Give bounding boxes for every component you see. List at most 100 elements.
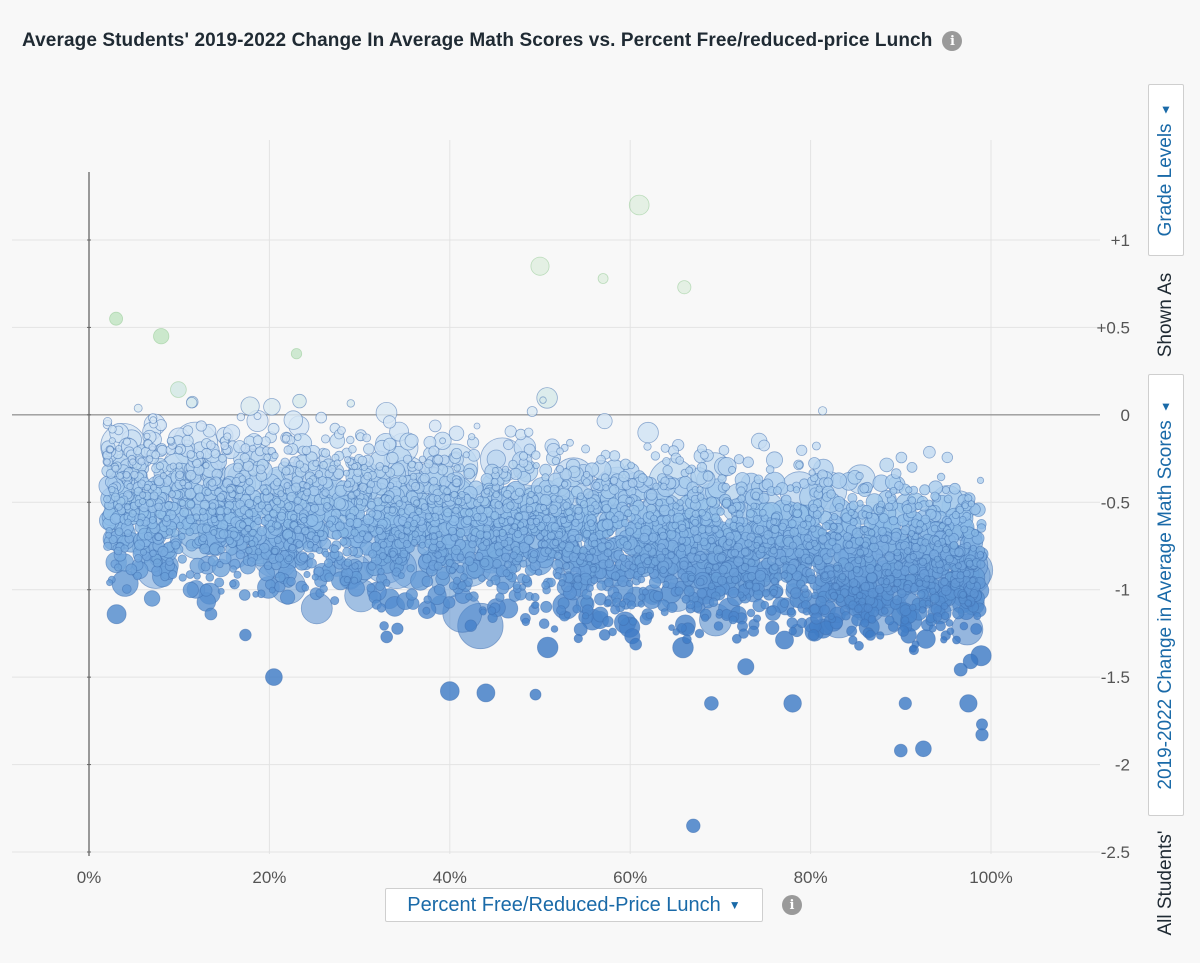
- data-point: [802, 607, 811, 616]
- info-icon[interactable]: i: [942, 31, 963, 51]
- x-axis-selector[interactable]: Percent Free/Reduced-Price Lunch ▼: [385, 888, 763, 922]
- data-point: [317, 529, 325, 538]
- data-point: [130, 470, 139, 479]
- data-point: [254, 517, 263, 525]
- data-point: [746, 509, 755, 518]
- data-point: [523, 535, 534, 545]
- data-point: [959, 694, 978, 713]
- data-point: [363, 443, 375, 455]
- data-point: [863, 603, 873, 613]
- data-point: [314, 470, 323, 479]
- data-point: [199, 534, 208, 543]
- data-point: [921, 538, 930, 547]
- data-point: [860, 618, 870, 628]
- data-point: [103, 495, 112, 504]
- data-point: [398, 475, 407, 484]
- data-point: [439, 681, 460, 701]
- data-point: [264, 503, 273, 512]
- data-point: [865, 629, 877, 641]
- data-point: [556, 605, 567, 616]
- shown-as-text: Shown As: [1148, 256, 1184, 374]
- data-point: [909, 552, 917, 561]
- data-point: [550, 625, 559, 633]
- data-point: [838, 572, 847, 581]
- data-point: [547, 531, 556, 541]
- data-point: [294, 433, 302, 441]
- grade-levels-selector[interactable]: Grade Levels ▼: [1148, 84, 1184, 256]
- data-point: [550, 522, 560, 532]
- data-point: [969, 576, 977, 584]
- data-point: [283, 410, 304, 430]
- data-point: [482, 531, 491, 540]
- data-point: [579, 500, 589, 509]
- data-point: [578, 552, 586, 561]
- data-point: [293, 525, 302, 535]
- data-point: [333, 459, 341, 467]
- data-point: [168, 490, 176, 498]
- data-point: [895, 451, 908, 464]
- data-point: [821, 572, 829, 580]
- data-point: [268, 586, 276, 594]
- data-point: [443, 596, 456, 609]
- x-tick-label: 40%: [433, 868, 467, 887]
- data-point: [271, 451, 279, 460]
- data-point: [462, 451, 470, 459]
- data-point: [587, 519, 595, 527]
- data-point: [235, 550, 245, 560]
- data-point: [643, 442, 652, 451]
- data-point: [938, 522, 946, 530]
- data-point: [717, 575, 727, 586]
- data-point: [368, 510, 376, 518]
- data-point: [418, 541, 426, 549]
- data-point: [589, 565, 597, 573]
- data-point: [464, 556, 475, 566]
- data-point: [424, 512, 432, 520]
- data-point: [271, 547, 279, 555]
- data-point: [601, 473, 610, 482]
- data-point: [924, 599, 932, 607]
- data-point: [152, 558, 162, 568]
- data-point: [625, 527, 635, 537]
- data-point: [185, 527, 194, 536]
- data-point: [897, 625, 910, 637]
- data-point: [527, 490, 535, 498]
- data-point: [492, 559, 502, 569]
- data-point: [448, 566, 456, 574]
- data-point: [596, 454, 606, 465]
- data-point: [252, 435, 263, 446]
- data-point: [345, 518, 355, 527]
- data-point: [264, 514, 272, 522]
- data-point: [596, 413, 613, 430]
- data-point: [468, 433, 476, 441]
- data-point: [604, 559, 614, 569]
- data-point: [740, 547, 750, 557]
- data-point: [295, 460, 304, 469]
- data-point: [473, 513, 482, 522]
- data-point: [909, 644, 917, 653]
- data-point: [143, 432, 151, 440]
- data-point: [952, 635, 961, 645]
- data-point: [292, 393, 307, 409]
- data-point: [105, 531, 112, 539]
- data-point: [218, 453, 227, 463]
- data-point: [856, 499, 864, 507]
- data-point: [185, 397, 198, 409]
- data-point: [115, 444, 123, 452]
- data-point: [346, 435, 355, 445]
- data-point: [627, 461, 635, 470]
- y-axis-selector[interactable]: 2019-2022 Change in Average Math Scores …: [1148, 374, 1184, 816]
- data-point: [809, 525, 817, 533]
- data-point: [792, 486, 801, 494]
- x-axis-info-icon[interactable]: i: [782, 895, 802, 915]
- data-point: [880, 535, 889, 543]
- data-point: [155, 461, 164, 471]
- data-point: [876, 631, 885, 640]
- data-point: [133, 554, 143, 563]
- data-point: [386, 451, 399, 465]
- data-point: [555, 530, 564, 540]
- data-point: [453, 464, 461, 472]
- data-point: [324, 572, 334, 582]
- data-point: [134, 539, 146, 551]
- data-point: [443, 487, 451, 495]
- y-tick-label: -0.5: [1101, 493, 1130, 512]
